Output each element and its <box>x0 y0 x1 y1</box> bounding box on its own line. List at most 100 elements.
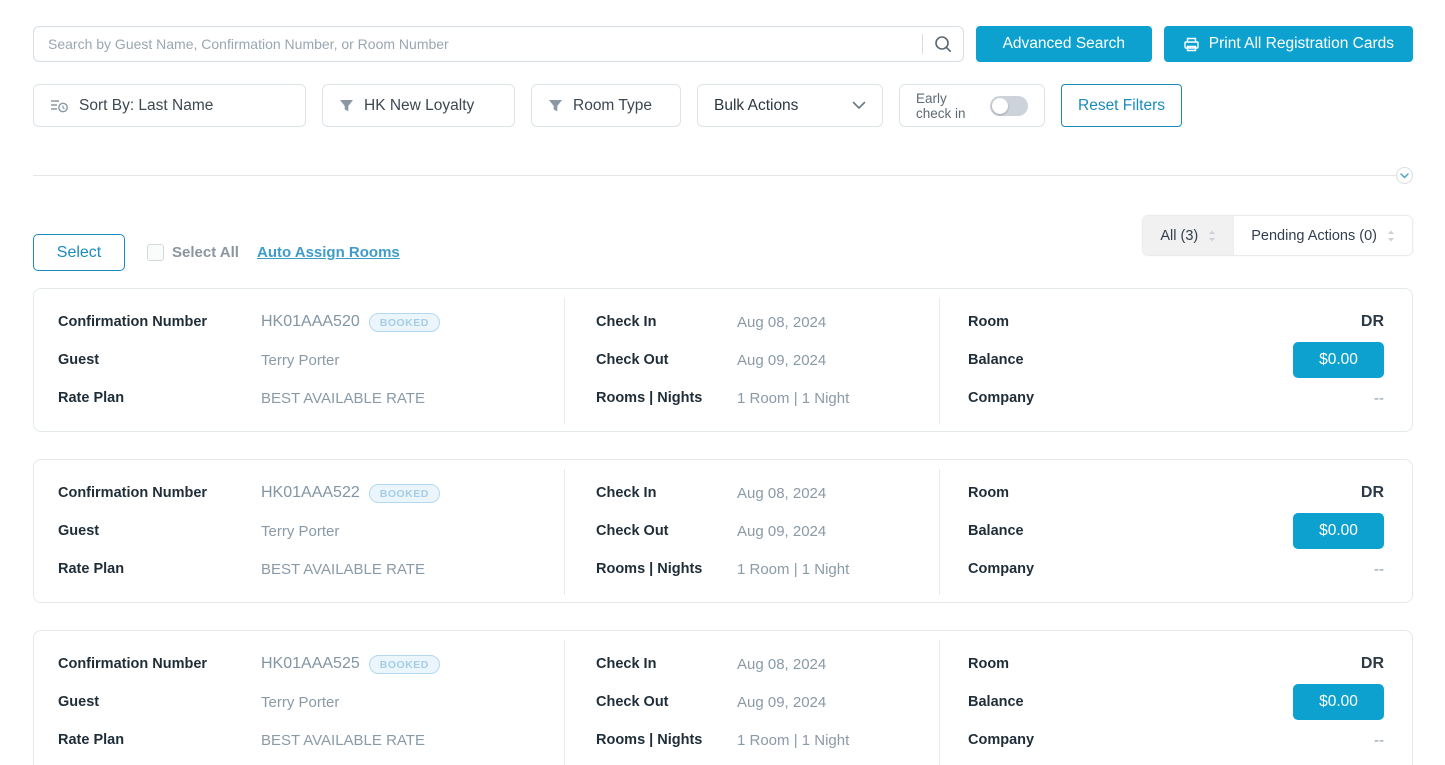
rooms-nights-label: Rooms | Nights <box>596 561 703 577</box>
confirmation-number-value[interactable]: HK01AAA522 <box>261 484 360 501</box>
print-all-label: Print All Registration Cards <box>1208 35 1394 52</box>
card-column-room: Room DR Balance $0.00 Company -- <box>939 631 1412 765</box>
tab-pending-actions-label: Pending Actions (0) <box>1251 227 1377 244</box>
rate-plan-label: Rate Plan <box>58 732 125 748</box>
collapse-chevron-icon[interactable] <box>1396 167 1413 184</box>
card-column-booking: Confirmation Number HK01AAA525 BOOKED Gu… <box>34 631 564 765</box>
confirmation-number-label: Confirmation Number <box>58 485 208 501</box>
chevron-down-icon <box>852 101 866 110</box>
check-in-label: Check In <box>596 485 657 501</box>
list-toolbar: Select Select All Auto Assign Rooms All … <box>33 215 1413 271</box>
rate-plan-value: BEST AVAILABLE RATE <box>261 731 425 749</box>
company-value: -- <box>1374 731 1384 749</box>
hk-new-loyalty-label: HK New Loyalty <box>364 96 475 114</box>
search-input[interactable] <box>48 36 912 52</box>
reset-filters-button[interactable]: Reset Filters <box>1061 84 1182 127</box>
check-out-label: Check Out <box>596 523 669 539</box>
room-value: DR <box>1360 313 1384 330</box>
filter-icon <box>548 99 563 113</box>
divider-line <box>33 175 1396 176</box>
room-value: DR <box>1360 655 1384 672</box>
check-in-label: Check In <box>596 656 657 672</box>
card-column-dates: Check In Aug 08, 2024 Check Out Aug 09, … <box>564 631 939 765</box>
card-column-booking: Confirmation Number HK01AAA522 BOOKED Gu… <box>34 460 564 602</box>
check-out-label: Check Out <box>596 694 669 710</box>
check-out-label: Check Out <box>596 352 669 368</box>
sort-carets-icon <box>1387 230 1395 242</box>
company-label: Company <box>968 390 1035 406</box>
reservation-card[interactable]: Confirmation Number HK01AAA525 BOOKED Gu… <box>33 630 1413 765</box>
rooms-nights-label: Rooms | Nights <box>596 732 703 748</box>
reservation-card-list: Confirmation Number HK01AAA520 BOOKED Gu… <box>33 288 1413 765</box>
confirmation-number-value[interactable]: HK01AAA520 <box>261 313 360 330</box>
room-label: Room <box>968 656 1010 672</box>
room-value: DR <box>1360 484 1384 501</box>
check-in-label: Check In <box>596 314 657 330</box>
status-badge: BOOKED <box>368 654 440 674</box>
filter-row: Sort By: Last Name HK New Loyalty Room T… <box>33 84 1413 127</box>
company-value: -- <box>1374 389 1384 407</box>
rooms-nights-label: Rooms | Nights <box>596 390 703 406</box>
rooms-nights-value: 1 Room | 1 Night <box>737 731 850 749</box>
bulk-actions-dropdown[interactable]: Bulk Actions <box>697 84 883 127</box>
guest-value: Terry Porter <box>261 522 340 540</box>
check-out-value: Aug 09, 2024 <box>737 693 827 711</box>
guest-label: Guest <box>58 694 100 710</box>
search-row: Advanced Search Print All Registration C… <box>33 26 1413 62</box>
rooms-nights-value: 1 Room | 1 Night <box>737 389 850 407</box>
auto-assign-rooms-link[interactable]: Auto Assign Rooms <box>256 244 400 261</box>
select-all-label: Select All <box>172 244 239 261</box>
tab-all[interactable]: All (3) <box>1143 216 1234 255</box>
bulk-actions-label: Bulk Actions <box>714 96 799 114</box>
sort-by-dropdown[interactable]: Sort By: Last Name <box>33 84 306 127</box>
balance-button[interactable]: $0.00 <box>1293 342 1384 378</box>
balance-button[interactable]: $0.00 <box>1293 684 1384 720</box>
search-icon[interactable] <box>933 34 953 54</box>
balance-label: Balance <box>968 523 1024 539</box>
sort-carets-icon <box>1208 230 1216 242</box>
check-out-value: Aug 09, 2024 <box>737 522 827 540</box>
check-in-value: Aug 08, 2024 <box>737 484 827 502</box>
balance-label: Balance <box>968 694 1024 710</box>
confirmation-number-value[interactable]: HK01AAA525 <box>261 655 360 672</box>
room-label: Room <box>968 314 1010 330</box>
guest-label: Guest <box>58 523 100 539</box>
hk-new-loyalty-filter[interactable]: HK New Loyalty <box>322 84 515 127</box>
filter-icon <box>339 99 354 113</box>
card-column-dates: Check In Aug 08, 2024 Check Out Aug 09, … <box>564 289 939 431</box>
select-all-checkbox[interactable] <box>147 244 164 261</box>
room-type-label: Room Type <box>573 96 652 114</box>
rate-plan-value: BEST AVAILABLE RATE <box>261 560 425 578</box>
tab-all-label: All (3) <box>1160 227 1199 244</box>
card-column-room: Room DR Balance $0.00 Company -- <box>939 460 1412 602</box>
select-all-control[interactable]: Select All <box>147 244 239 261</box>
company-label: Company <box>968 561 1035 577</box>
balance-label: Balance <box>968 352 1024 368</box>
status-badge: BOOKED <box>368 312 440 332</box>
search-box[interactable] <box>33 26 964 62</box>
early-check-in-filter: Early check in <box>899 84 1045 127</box>
rate-plan-value: BEST AVAILABLE RATE <box>261 389 425 407</box>
advanced-search-button[interactable]: Advanced Search <box>975 26 1152 62</box>
section-divider <box>33 167 1413 184</box>
tab-group: All (3) Pending Actions (0) <box>1142 215 1413 256</box>
early-check-in-label: Early check in <box>916 90 966 121</box>
card-column-room: Room DR Balance $0.00 Company -- <box>939 289 1412 431</box>
reservation-card[interactable]: Confirmation Number HK01AAA522 BOOKED Gu… <box>33 459 1413 603</box>
guest-value: Terry Porter <box>261 693 340 711</box>
company-value: -- <box>1374 560 1384 578</box>
card-column-dates: Check In Aug 08, 2024 Check Out Aug 09, … <box>564 460 939 602</box>
room-type-filter[interactable]: Room Type <box>531 84 681 127</box>
select-button[interactable]: Select <box>33 234 125 271</box>
search-input-divider <box>921 34 923 54</box>
reservation-card[interactable]: Confirmation Number HK01AAA520 BOOKED Gu… <box>33 288 1413 432</box>
early-check-in-toggle[interactable] <box>990 95 1028 116</box>
sort-by-label: Sort By: Last Name <box>79 96 214 114</box>
balance-button[interactable]: $0.00 <box>1293 513 1384 549</box>
rate-plan-label: Rate Plan <box>58 390 125 406</box>
tab-pending-actions[interactable]: Pending Actions (0) <box>1233 216 1412 255</box>
check-in-value: Aug 08, 2024 <box>737 655 827 673</box>
room-label: Room <box>968 485 1010 501</box>
print-all-registration-cards-button[interactable]: Print All Registration Cards <box>1163 26 1413 62</box>
